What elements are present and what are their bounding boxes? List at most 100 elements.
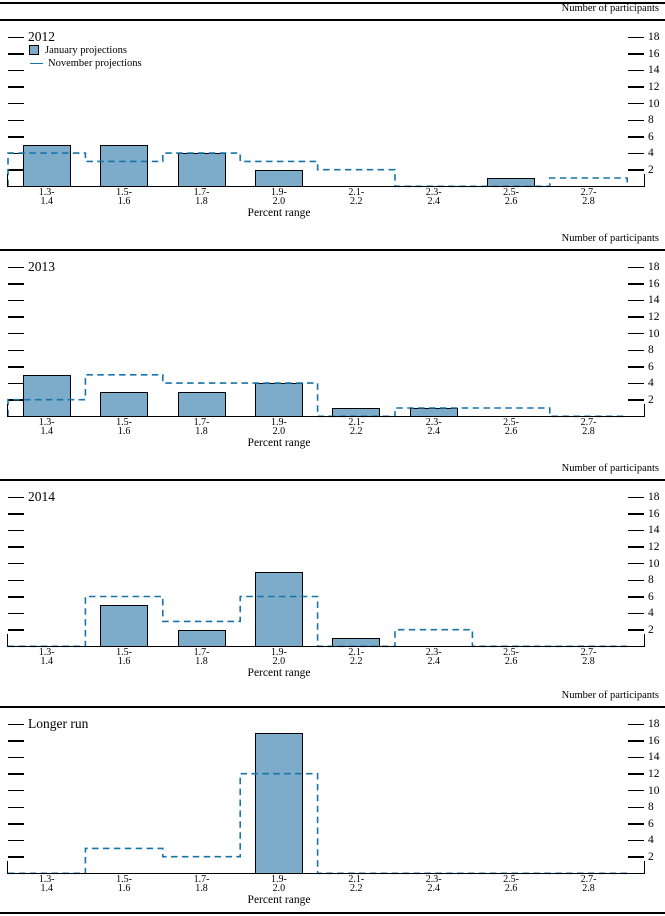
axis-left-stub: [7, 633, 9, 647]
right-axis-title: Number of participants: [561, 233, 659, 244]
left-y-tick-10: [8, 102, 24, 105]
right-y-tick-label: 10: [648, 97, 660, 110]
right-y-tick-2: [628, 856, 644, 858]
right-y-tick-label: 10: [648, 557, 660, 570]
right-y-tick-8: [628, 119, 644, 121]
right-y-tick-18: [628, 36, 644, 38]
right-y-tick-label: 6: [648, 130, 654, 143]
right-y-tick-10: [628, 332, 644, 335]
right-y-tick-label: 6: [648, 817, 654, 830]
right-y-tick-14: [628, 756, 644, 759]
figure-bottom-border: [0, 911, 665, 914]
right-y-tick-label: 4: [648, 377, 654, 390]
left-y-tick-14: [8, 69, 24, 72]
x-tick-label: 2.1- 2.2: [348, 187, 365, 207]
left-y-tick-14: [8, 756, 24, 759]
january-swatch-icon: [29, 45, 39, 56]
left-y-tick-10: [8, 562, 24, 565]
right-y-tick-label: 14: [648, 294, 660, 307]
right-axis-title: Number of participants: [561, 3, 659, 14]
right-y-tick-8: [628, 579, 644, 581]
axis-right-stub: [643, 860, 645, 874]
axis-right-stub: [643, 633, 645, 647]
left-y-tick-12: [8, 773, 24, 775]
left-y-tick-18: [8, 36, 24, 38]
right-y-tick-14: [628, 69, 644, 72]
x-axis-baseline: [7, 645, 645, 648]
x-axis-title: Percent range: [247, 894, 311, 906]
november-step-path: [7, 151, 628, 187]
right-y-tick-label: 12: [648, 311, 660, 323]
x-tick-label: 1.7- 1.8: [193, 417, 210, 437]
legend-label-november: November projections: [48, 57, 142, 69]
left-y-tick-18: [8, 496, 24, 498]
right-y-tick-16: [628, 53, 644, 55]
right-y-tick-label: 8: [648, 114, 654, 127]
legend-row-november: November projections: [29, 57, 142, 70]
x-tick-label: 1.9- 2.0: [270, 187, 287, 207]
november-step-path: [8, 772, 628, 874]
right-y-tick-label: 14: [648, 751, 660, 764]
x-tick-label: 2.3- 2.4: [425, 647, 442, 667]
panel-longer-run: Number of participants 2 4 6 8 10 12 14 16 18 Long…: [0, 687, 665, 916]
left-y-tick-16: [8, 283, 24, 285]
right-y-tick-16: [628, 513, 644, 515]
panel-top-rule: [0, 706, 665, 708]
right-y-tick-label: 8: [648, 344, 654, 357]
x-tick-label: 1.9- 2.0: [270, 874, 287, 894]
november-projections-step-line: [8, 595, 628, 647]
left-y-tick-12: [8, 316, 24, 318]
axis-left-stub: [7, 173, 9, 187]
legend-row-january: January projections: [29, 44, 142, 57]
left-y-tick-2: [8, 629, 24, 631]
right-y-tick-10: [628, 789, 644, 792]
plot-area-2014: 2 4 6 8 10 12 14 16 18 2014: [0, 481, 665, 648]
left-y-tick-8: [8, 579, 24, 581]
right-y-tick-label: 4: [648, 834, 654, 847]
right-y-tick-12: [628, 773, 644, 775]
november-step-path: [7, 373, 628, 417]
right-y-tick-6: [628, 823, 644, 825]
right-y-tick-label: 18: [648, 491, 660, 504]
right-y-tick-label: 14: [648, 524, 660, 537]
x-axis-title: Percent range: [247, 207, 311, 219]
x-tick-label: 1.7- 1.8: [193, 187, 210, 207]
right-y-tick-16: [628, 740, 644, 742]
right-y-tick-label: 10: [648, 327, 660, 340]
november-projections-step-line: [8, 772, 628, 874]
right-y-tick-label: 4: [648, 147, 654, 160]
left-y-tick-8: [8, 119, 24, 121]
right-y-tick-18: [628, 496, 644, 498]
panel-top-rule: [0, 479, 665, 481]
axis-left-stub: [7, 403, 9, 417]
november-projections-step-line: [7, 151, 628, 187]
axis-right-stub: [643, 173, 645, 187]
left-y-tick-4: [8, 382, 24, 385]
left-y-tick-4: [8, 152, 24, 155]
right-y-tick-4: [628, 382, 644, 385]
left-y-tick-2: [8, 169, 24, 171]
figure-top-border: [0, 2, 665, 4]
legend-label-january: January projections: [45, 44, 127, 56]
right-y-tick-label: 2: [648, 394, 654, 406]
right-y-tick-6: [628, 596, 644, 598]
right-y-tick-2: [628, 629, 644, 631]
x-tick-label: 1.9- 2.0: [270, 647, 287, 667]
november-step-path: [8, 595, 628, 647]
left-y-tick-16: [8, 740, 24, 742]
left-y-tick-18: [8, 266, 24, 268]
panel-top-rule: [0, 19, 665, 21]
right-y-tick-label: 8: [648, 801, 654, 814]
left-y-tick-4: [8, 612, 24, 615]
left-y-tick-2: [8, 856, 24, 858]
x-axis-baseline: [7, 872, 645, 875]
panel-title-2012: 2012: [28, 28, 55, 44]
x-tick-label: 1.5- 1.6: [116, 647, 133, 667]
right-y-tick-label: 6: [648, 360, 654, 373]
x-axis-baseline: [7, 415, 645, 418]
left-y-tick-16: [8, 513, 24, 515]
x-tick-label: 2.5- 2.6: [503, 187, 520, 207]
january-bar-1.5-1.6: [100, 605, 149, 647]
right-y-tick-2: [628, 399, 644, 401]
